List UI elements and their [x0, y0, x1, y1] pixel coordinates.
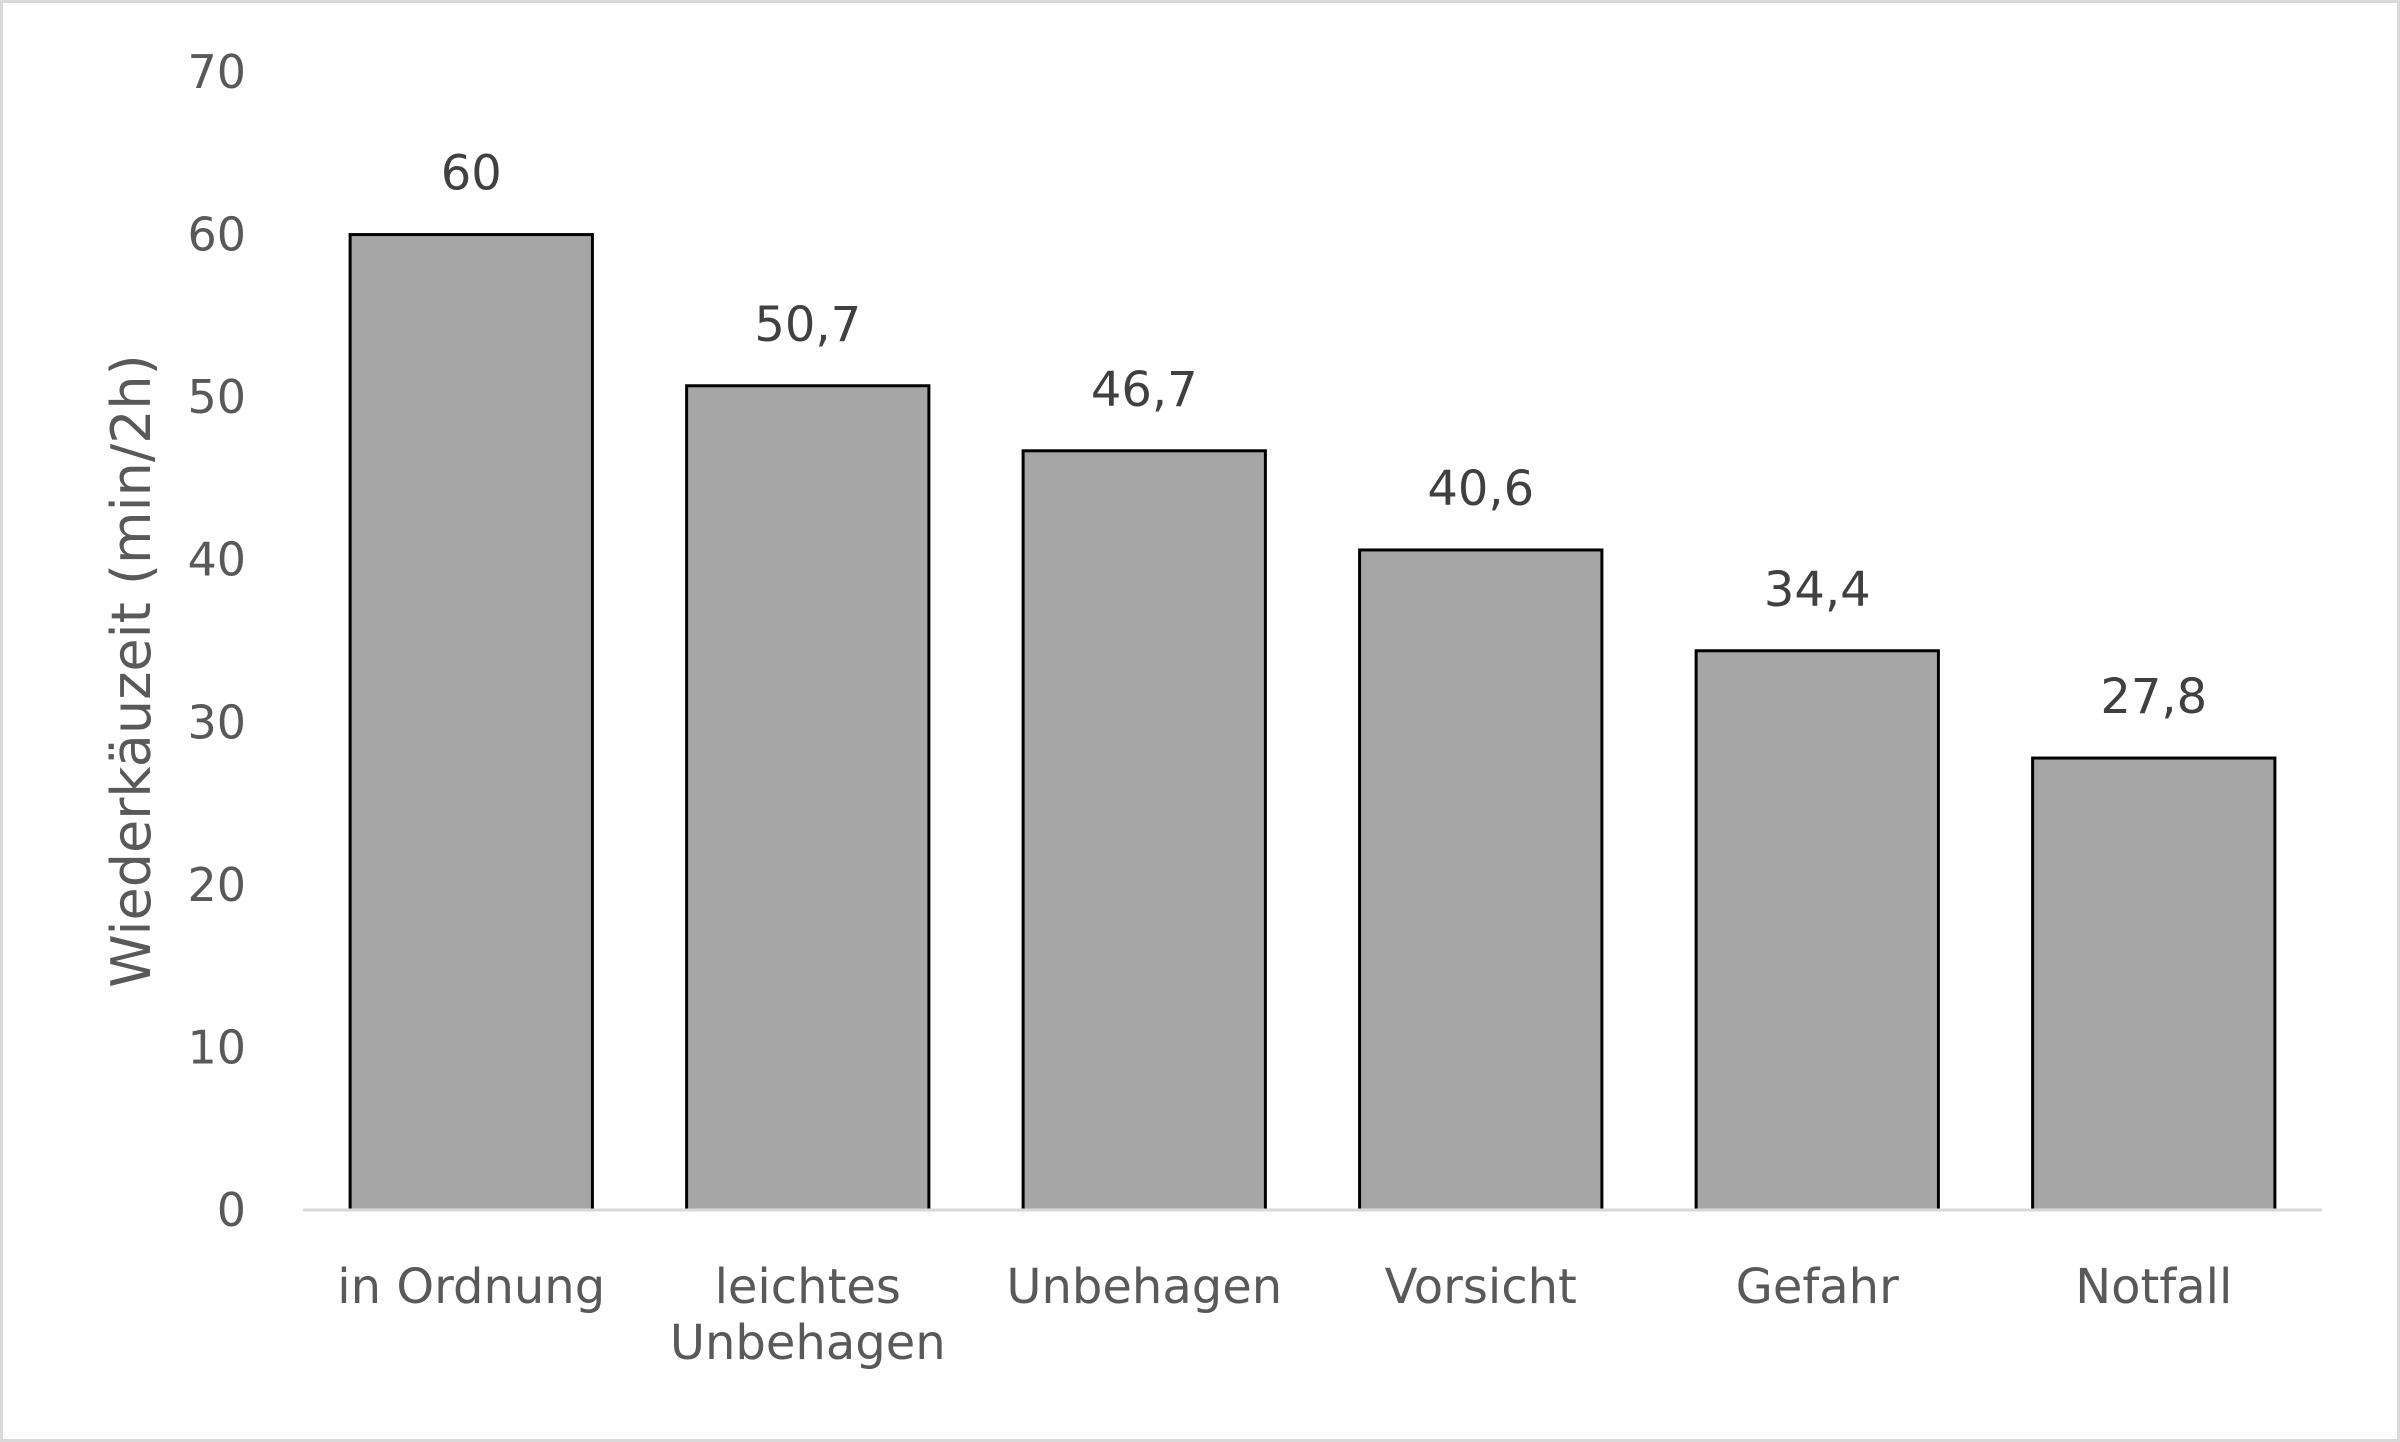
- y-axis-ticks: 0 10 20 30 40 50 60 70: [187, 45, 246, 1237]
- x-tick-label: Gefahr: [1736, 1259, 1899, 1315]
- x-tick-label-line: Vorsicht: [1385, 1259, 1577, 1315]
- bar: [2031, 756, 2277, 1212]
- bar: [1694, 649, 1940, 1212]
- bar: [1021, 449, 1267, 1212]
- x-tick-label: Vorsicht: [1385, 1259, 1577, 1315]
- y-tick-label: 20: [187, 858, 246, 912]
- y-axis-title: Wiederkäuzeit (min/2h): [100, 354, 163, 987]
- data-labels: 60 50,7 46,7 40,6 34,4 27,8: [441, 146, 2207, 725]
- x-tick-label-line: in Ordnung: [337, 1259, 605, 1315]
- y-tick-label: 50: [187, 370, 246, 424]
- data-label: 34,4: [1764, 562, 1871, 618]
- y-tick-label: 30: [187, 695, 246, 749]
- x-tick-label-line: Unbehagen: [670, 1315, 946, 1371]
- data-label: 46,7: [1091, 362, 1198, 418]
- y-tick-label: 0: [217, 1183, 246, 1237]
- y-tick-label: 70: [187, 45, 246, 99]
- bar: [1358, 548, 1604, 1212]
- x-tick-label: Notfall: [2075, 1259, 2232, 1315]
- y-tick-label: 40: [187, 533, 246, 587]
- x-tick-label-line: Gefahr: [1736, 1259, 1899, 1315]
- y-tick-label: 10: [187, 1020, 246, 1074]
- bar: [685, 384, 931, 1212]
- data-label: 60: [441, 146, 502, 202]
- bar: [348, 233, 594, 1212]
- data-label: 50,7: [754, 297, 861, 353]
- x-tick-label-line: leichtes: [715, 1259, 901, 1315]
- y-tick-label: 60: [187, 208, 246, 262]
- x-tick-label-line: Unbehagen: [1006, 1259, 1282, 1315]
- x-tick-label-line: Notfall: [2075, 1259, 2232, 1315]
- x-tick-label: Unbehagen: [1006, 1259, 1282, 1315]
- data-label: 27,8: [2100, 669, 2207, 725]
- data-label: 40,6: [1427, 461, 1534, 517]
- x-tick-label: in Ordnung: [337, 1259, 605, 1315]
- x-tick-label: leichtes Unbehagen: [670, 1259, 946, 1371]
- bars: [348, 233, 2277, 1212]
